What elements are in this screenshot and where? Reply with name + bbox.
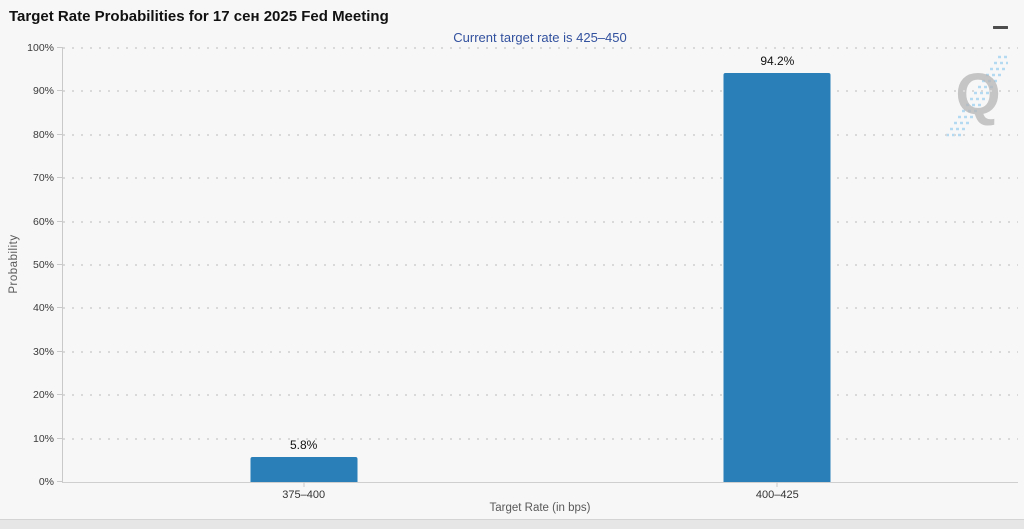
probability-bar[interactable] [723, 73, 831, 482]
x-axis-tick-label: 375–400 [282, 489, 326, 501]
x-axis-tick [303, 482, 305, 487]
probability-bar[interactable] [250, 456, 358, 482]
y-axis-tick [57, 394, 63, 396]
gridline [63, 264, 1018, 266]
y-axis-tick-label: 70% [32, 172, 54, 185]
gridline [63, 307, 1018, 310]
gridline [63, 177, 1018, 180]
y-axis-tick [57, 220, 63, 222]
y-axis-tick-label: 100% [27, 42, 54, 54]
bar-group: 94.2% [723, 54, 831, 482]
x-axis-tick-label: 400–425 [755, 489, 799, 501]
plot-area: Q 0% 10% 20% 30% 40% 50% 60% 70% 80% 90% 100% 5.8% 3… [27, 42, 1018, 501]
watermark-letter: Q [955, 62, 1000, 127]
quikstrike-logo-watermark: Q [946, 55, 1010, 137]
chart-subtitle: Current target rate is 425–450 [453, 30, 627, 45]
y-axis-tick [57, 47, 63, 48]
y-axis-tick-label: 10% [32, 432, 54, 445]
y-axis-tick [57, 307, 63, 309]
y-axis-tick-label: 20% [32, 389, 54, 402]
y-axis-tick-label: 40% [32, 302, 54, 315]
y-axis-tick [57, 350, 63, 352]
y-axis-tick-label: 0% [38, 476, 54, 488]
gridline [63, 47, 1018, 49]
x-axis-title: Target Rate (in bps) [489, 502, 591, 514]
bar-value-label: 94.2% [760, 54, 795, 69]
gridline [63, 90, 1018, 93]
bottom-strip [0, 519, 1024, 529]
y-axis-tick-label: 30% [32, 345, 54, 358]
y-axis-tick-label: 50% [32, 259, 54, 271]
x-axis-tick [776, 482, 778, 487]
gridline [63, 133, 1018, 136]
y-axis-tick-label: 80% [32, 128, 54, 141]
y-axis-tick [57, 133, 63, 135]
y-axis-tick [57, 437, 63, 439]
bar-group: 5.8% [250, 438, 358, 482]
gridline [63, 394, 1018, 397]
y-axis-title: Probability [8, 234, 20, 294]
bar-value-label: 5.8% [289, 437, 318, 452]
y-axis-tick [57, 177, 63, 179]
gridline [63, 350, 1018, 353]
chart-title: Target Rate Probabilities for 17 сен 202… [9, 8, 389, 25]
y-axis-tick-label: 90% [32, 85, 54, 98]
chart-context-menu-button[interactable] [993, 11, 1015, 29]
y-axis-tick-label: 60% [32, 215, 54, 228]
y-axis-tick [57, 481, 63, 482]
gridline [63, 437, 1018, 440]
y-axis-tick [57, 90, 63, 92]
y-axis-tick [57, 264, 63, 265]
gridline [63, 220, 1018, 223]
